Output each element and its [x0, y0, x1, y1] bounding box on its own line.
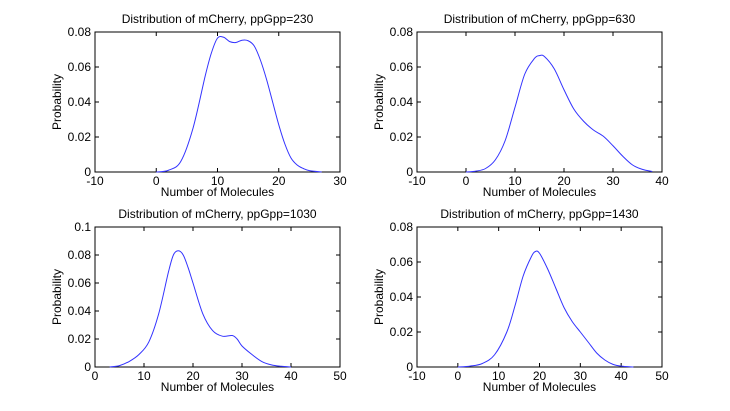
y-tick-label: 0.04 — [390, 290, 414, 304]
x-axis-label: Number of Molecules — [483, 380, 596, 394]
x-tick-label: 30 — [235, 369, 249, 383]
x-tick-label: 0 — [92, 369, 99, 383]
y-tick-label: 0.1 — [74, 220, 91, 234]
y-axis-label: Probability — [50, 269, 64, 325]
chart-panel-4: Distribution of mCherry, ppGpp=1430-10 0 1… — [372, 207, 669, 394]
x-tick-label: 20 — [533, 369, 547, 383]
chart-title: Distribution of mCherry, ppGpp=630 — [444, 12, 636, 26]
y-tick-label: 0.02 — [68, 332, 92, 346]
x-tick-label: 10 — [137, 369, 151, 383]
distribution-line — [109, 250, 292, 368]
x-tick-label: 10 — [492, 369, 506, 383]
x-tick-label: 50 — [333, 369, 347, 383]
y-tick-label: 0 — [406, 165, 413, 179]
y-tick-label: 0.06 — [390, 255, 414, 269]
plot-area — [416, 226, 663, 368]
y-tick-label: 0.04 — [390, 95, 414, 109]
y-tick-label: 0.02 — [390, 130, 414, 144]
distribution-line — [156, 35, 322, 173]
x-tick-label: -10 — [86, 174, 104, 188]
y-tick-label: 0.06 — [68, 60, 92, 74]
x-tick-label: 20 — [186, 369, 200, 383]
x-tick-label: -10 — [408, 174, 426, 188]
chart-title: Distribution of mCherry, ppGpp=1030 — [118, 207, 317, 221]
x-tick-label: 40 — [655, 174, 669, 188]
x-axis-label: Number of Molecules — [161, 185, 274, 199]
x-tick-label: 0 — [463, 174, 470, 188]
x-tick-label: 10 — [211, 174, 225, 188]
y-tick-label: 0.02 — [68, 130, 92, 144]
x-tick-label: 30 — [606, 174, 620, 188]
chart-panel-3: Distribution of mCherry, ppGpp=1030 0 10 20… — [50, 207, 347, 394]
y-axis-label: Probability — [50, 74, 64, 130]
plot-area — [94, 226, 341, 368]
y-axis-label: Probability — [372, 74, 386, 130]
x-tick-label: 30 — [574, 369, 588, 383]
y-tick-label: 0.02 — [390, 325, 414, 339]
x-axis-label: Number of Molecules — [483, 185, 596, 199]
y-axis-label: Probability — [372, 269, 386, 325]
y-tick-label: 0.06 — [68, 276, 92, 290]
y-tick-label: 0.08 — [390, 25, 414, 39]
x-tick-label: -10 — [408, 369, 426, 383]
y-tick-label: 0.06 — [390, 60, 414, 74]
chart-panel-2: Distribution of mCherry, ppGpp=630-10 0 10… — [372, 12, 669, 199]
plot-area — [416, 31, 663, 173]
y-tick-label: 0 — [84, 165, 91, 179]
x-axis-label: Number of Molecules — [161, 380, 274, 394]
y-tick-label: 0.08 — [68, 25, 92, 39]
x-tick-label: 0 — [454, 369, 461, 383]
plot-area — [94, 31, 341, 173]
x-tick-label: 20 — [557, 174, 571, 188]
x-tick-label: 0 — [153, 174, 160, 188]
x-tick-label: 40 — [614, 369, 628, 383]
x-tick-label: 40 — [284, 369, 298, 383]
distribution-line — [465, 54, 653, 173]
x-tick-label: 30 — [333, 174, 347, 188]
x-tick-label: 20 — [272, 174, 286, 188]
y-tick-label: 0.04 — [68, 95, 92, 109]
x-tick-label: 50 — [655, 369, 669, 383]
y-tick-label: 0.08 — [390, 220, 414, 234]
x-tick-label: 10 — [508, 174, 522, 188]
y-tick-label: 0 — [406, 360, 413, 374]
distribution-line — [457, 250, 634, 368]
y-tick-label: 0 — [84, 360, 91, 374]
chart-title: Distribution of mCherry, ppGpp=230 — [122, 12, 314, 26]
y-tick-label: 0.04 — [68, 304, 92, 318]
chart-title: Distribution of mCherry, ppGpp=1430 — [440, 207, 639, 221]
y-tick-label: 0.08 — [68, 248, 92, 262]
chart-panel-1: Distribution of mCherry, ppGpp=230-10 0 10… — [50, 12, 347, 199]
